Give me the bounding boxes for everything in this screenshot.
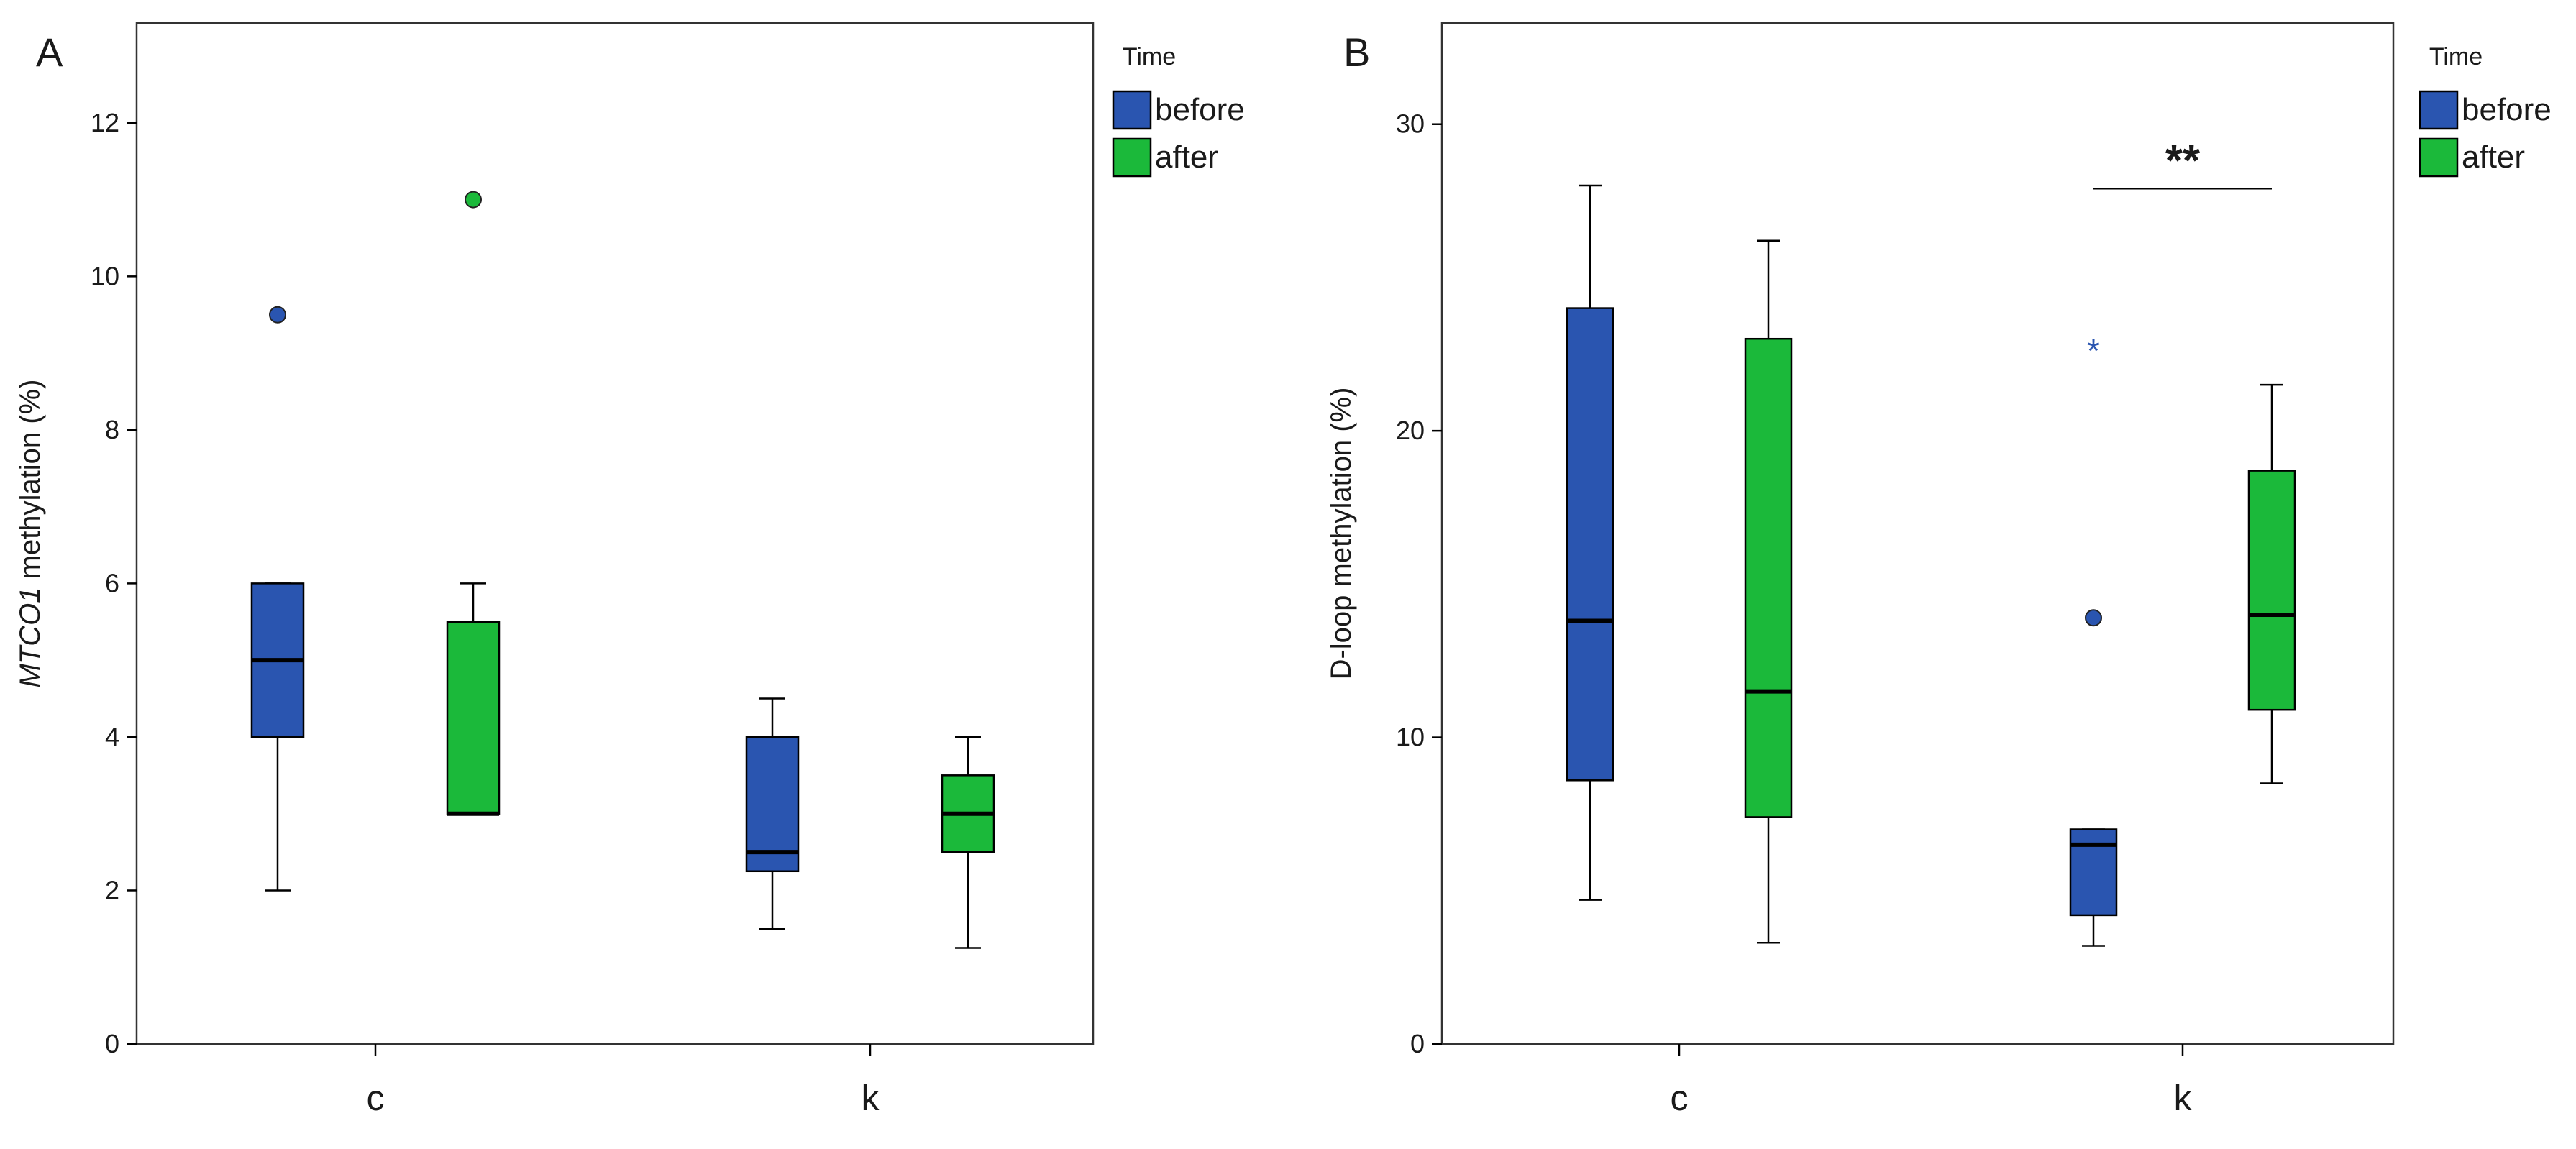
chart-panel-A: A 0 2 4 6 8 10 12 MTCO1 methylation (%) c k Time bef… xyxy=(14,22,1245,1118)
y-axis-label-gene: MTCO1 xyxy=(14,587,46,687)
y-tick-label: 2 xyxy=(105,875,119,905)
box-iqr xyxy=(745,736,800,873)
box-iqr xyxy=(2247,470,2296,711)
box-iqr xyxy=(446,621,501,815)
plot-frame xyxy=(1440,22,2395,1045)
y-tick-label: 20 xyxy=(1396,416,1425,445)
outlier-point xyxy=(465,191,482,209)
legend: Time before after xyxy=(2419,43,2552,178)
x-tick-label: c xyxy=(1671,1078,1689,1118)
outlier-point xyxy=(269,306,286,324)
y-axis-label-text: D-loop methylation (%) xyxy=(1325,388,1357,680)
legend-label-after: after xyxy=(2462,139,2525,175)
y-tick-label: 10 xyxy=(91,261,119,290)
box-iqr xyxy=(1744,337,1793,818)
x-tick-label: k xyxy=(862,1078,880,1118)
box-iqr xyxy=(1566,307,1614,782)
box-after-c xyxy=(1744,239,1793,944)
panel-label: A xyxy=(36,29,63,75)
y-axis-label-text: methylation (%) xyxy=(14,380,46,587)
y-tick-label: 4 xyxy=(105,722,119,751)
legend-swatch-after xyxy=(2419,137,2459,178)
legend: Time before after xyxy=(1112,43,1245,178)
box-before-k: * xyxy=(2069,332,2118,947)
significance-label: ** xyxy=(2165,136,2201,186)
box-after-c xyxy=(446,191,501,816)
box-before-k xyxy=(745,697,800,930)
box-before-c xyxy=(1566,184,1614,901)
y-tick-label: 0 xyxy=(1410,1029,1425,1058)
legend-swatch-after xyxy=(1112,137,1152,178)
legend-label-before: before xyxy=(2462,92,2552,127)
y-axis-label: D-loop methylation (%) xyxy=(1325,388,1357,680)
box-iqr xyxy=(2069,828,2118,917)
x-tick-label: c xyxy=(367,1078,385,1118)
legend-label-before: before xyxy=(1155,92,1245,127)
box-before-c xyxy=(250,306,305,892)
legend-title: Time xyxy=(2429,43,2483,70)
y-tick-label: 8 xyxy=(105,415,119,444)
y-tick-label: 0 xyxy=(105,1029,119,1058)
outlier-point xyxy=(2085,609,2102,627)
legend-swatch-before xyxy=(1112,90,1152,130)
y-axis-label: MTCO1 methylation (%) xyxy=(14,380,46,688)
y-tick-label: 30 xyxy=(1396,109,1425,139)
box-after-k xyxy=(2247,383,2296,784)
x-tick-label: k xyxy=(2174,1078,2193,1118)
y-tick-label: 12 xyxy=(91,108,119,137)
panel-label: B xyxy=(1343,29,1370,75)
y-tick-label: 6 xyxy=(105,568,119,598)
box-after-k xyxy=(941,736,995,949)
legend-swatch-before xyxy=(2419,90,2459,130)
y-tick-label: 10 xyxy=(1396,723,1425,752)
plot-frame xyxy=(135,22,1095,1045)
extreme-point: * xyxy=(2087,332,2100,370)
legend-label-after: after xyxy=(1155,139,1218,175)
legend-title: Time xyxy=(1123,43,1176,70)
